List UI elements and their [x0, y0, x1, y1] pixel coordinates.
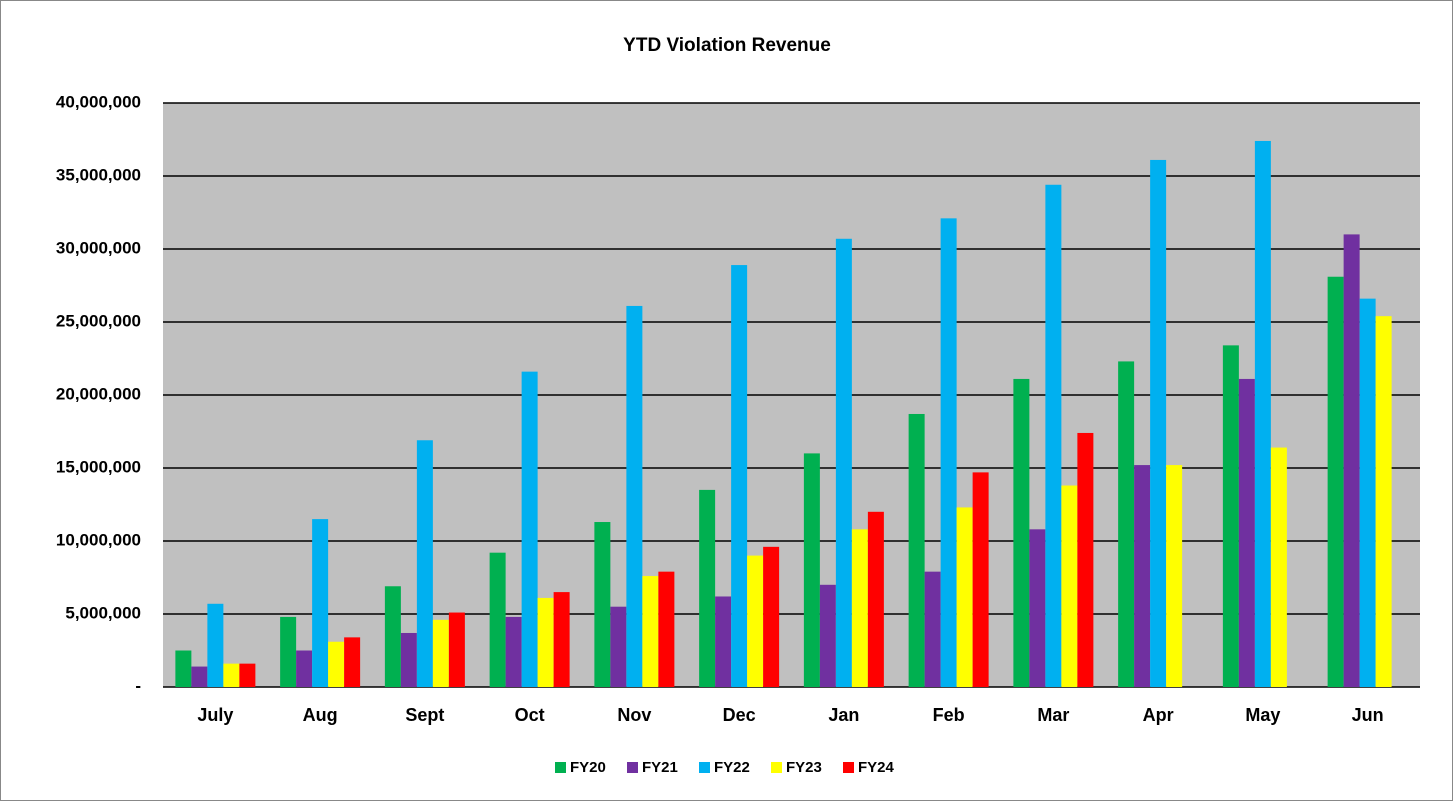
- legend-label: FY23: [786, 759, 822, 776]
- bar: [223, 663, 240, 687]
- legend-label: FY22: [714, 759, 750, 776]
- bar: [328, 641, 345, 687]
- bar: [384, 586, 401, 687]
- legend-swatch: [627, 762, 638, 773]
- bar: [207, 603, 224, 687]
- y-tick-label: 25,000,000: [56, 311, 141, 330]
- bar: [1134, 465, 1151, 687]
- bar: [416, 440, 433, 687]
- bar: [626, 305, 643, 687]
- bar: [1222, 345, 1239, 687]
- y-tick-label: 15,000,000: [56, 457, 141, 476]
- bar: [972, 472, 989, 687]
- bar: [448, 612, 465, 687]
- y-tick-label: 5,000,000: [65, 603, 141, 622]
- legend-label: FY20: [570, 759, 606, 776]
- bar: [505, 616, 522, 687]
- bar: [432, 619, 449, 687]
- bar: [594, 522, 611, 687]
- x-tick-label: Nov: [617, 705, 651, 725]
- bar: [1238, 378, 1255, 687]
- legend-swatch: [699, 762, 710, 773]
- chart-title: YTD Violation Revenue: [623, 35, 831, 56]
- bar: [553, 592, 570, 687]
- x-tick-label: Mar: [1037, 705, 1069, 725]
- bar: [537, 597, 554, 687]
- y-tick-label: 30,000,000: [56, 238, 141, 257]
- legend-label: FY21: [642, 759, 678, 776]
- bar: [1029, 529, 1046, 687]
- bar: [1359, 298, 1376, 687]
- bar: [699, 489, 716, 687]
- bar: [1045, 184, 1062, 687]
- x-tick-label: Sept: [405, 705, 444, 725]
- bar: [731, 265, 748, 687]
- legend-swatch: [843, 762, 854, 773]
- x-tick-label: Oct: [515, 705, 545, 725]
- bar: [1343, 234, 1360, 687]
- y-tick-label: 40,000,000: [56, 92, 141, 111]
- bar: [1061, 485, 1078, 687]
- bar: [747, 555, 764, 687]
- bar: [312, 519, 329, 687]
- bar: [803, 453, 820, 687]
- bar: [715, 596, 732, 687]
- bar: [1327, 276, 1344, 687]
- bar: [400, 632, 417, 687]
- bar: [1077, 432, 1094, 687]
- bar: [296, 650, 313, 687]
- bar: [1150, 159, 1167, 687]
- bar: [940, 218, 957, 687]
- bar: [851, 529, 868, 687]
- x-tick-label: Dec: [723, 705, 756, 725]
- bar: [1254, 140, 1271, 687]
- x-tick-label: July: [197, 705, 233, 725]
- bar: [1166, 465, 1183, 687]
- bar: [1270, 447, 1287, 687]
- bar: [819, 584, 836, 687]
- bar: [835, 238, 852, 687]
- bar: [191, 666, 208, 687]
- y-tick-label: -: [135, 676, 141, 695]
- legend-swatch: [771, 762, 782, 773]
- bar: [1118, 361, 1135, 687]
- bar: [521, 371, 538, 687]
- bar: [956, 507, 973, 687]
- legend-swatch: [555, 762, 566, 773]
- y-tick-label: 10,000,000: [56, 530, 141, 549]
- bar: [763, 546, 780, 687]
- bar: [280, 616, 297, 687]
- bar: [489, 552, 506, 687]
- bar: [175, 650, 192, 687]
- bar: [239, 663, 256, 687]
- x-tick-label: Jun: [1352, 705, 1384, 725]
- bar: [642, 576, 659, 687]
- bar: [1375, 316, 1392, 687]
- bar: [908, 413, 925, 687]
- bar: [867, 511, 884, 687]
- bar: [658, 571, 675, 687]
- x-tick-label: May: [1245, 705, 1280, 725]
- legend-label: FY24: [858, 759, 895, 776]
- bar: [1013, 378, 1030, 687]
- x-tick-label: Feb: [933, 705, 965, 725]
- x-tick-label: Apr: [1143, 705, 1174, 725]
- x-tick-label: Aug: [303, 705, 338, 725]
- y-tick-label: 20,000,000: [56, 384, 141, 403]
- y-tick-label: 35,000,000: [56, 165, 141, 184]
- bar: [924, 571, 941, 687]
- bar: [610, 606, 627, 687]
- x-tick-label: Jan: [828, 705, 859, 725]
- bar: [344, 637, 361, 687]
